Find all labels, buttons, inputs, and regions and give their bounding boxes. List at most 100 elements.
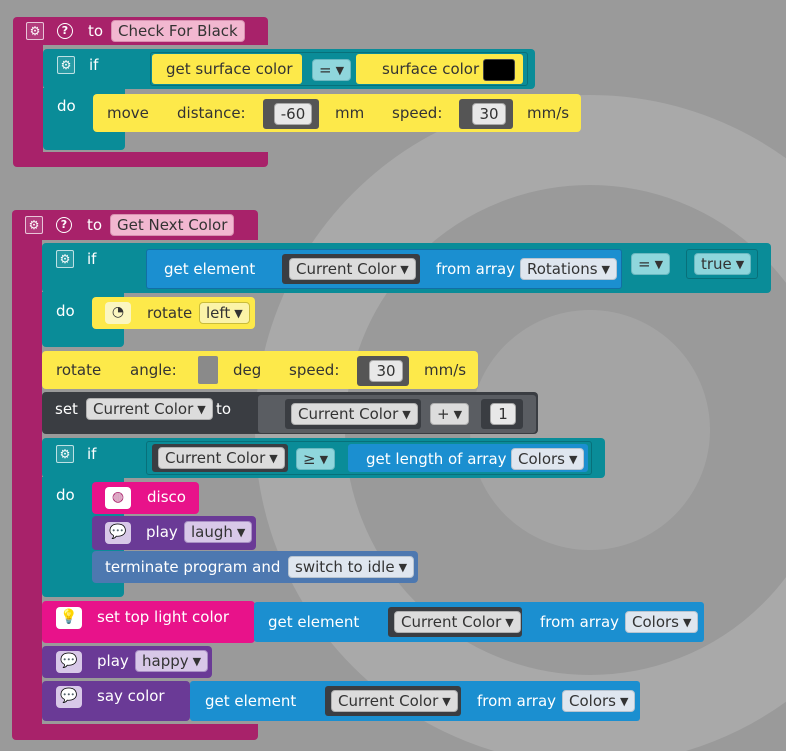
- do-label: do: [57, 97, 76, 115]
- if-label: if: [89, 56, 99, 74]
- speed-input[interactable]: 30: [369, 360, 403, 382]
- procedure-shell-bottom: [13, 152, 268, 167]
- variable-dropdown-current-color[interactable]: Current Color ▼: [394, 611, 521, 633]
- chevron-down-icon: ▼: [735, 258, 745, 271]
- distance-unit: mm: [335, 104, 365, 122]
- variable-dropdown-current-color[interactable]: Current Color ▼: [158, 447, 285, 469]
- speed-unit: mm/s: [424, 361, 467, 379]
- do-label: do: [56, 486, 75, 504]
- array-dropdown-colors[interactable]: Colors ▼: [511, 448, 585, 470]
- get-element-label: get element: [205, 692, 297, 710]
- distance-label: distance:: [177, 104, 246, 122]
- array-dropdown-colors[interactable]: Colors ▼: [625, 611, 699, 633]
- array-dropdown-colors[interactable]: Colors ▼: [562, 690, 636, 712]
- chevron-down-icon: ▼: [442, 695, 451, 708]
- get-element-label: get element: [268, 613, 360, 631]
- chevron-down-icon: ▼: [192, 655, 202, 668]
- if-label: if: [87, 250, 97, 268]
- speed-input[interactable]: 30: [472, 103, 506, 125]
- say-color-label: say color: [97, 687, 165, 705]
- procedure-shell-left: [12, 239, 42, 729]
- operator-dropdown[interactable]: = ▼: [631, 253, 671, 275]
- chevron-down-icon: ▼: [236, 526, 246, 539]
- speech-bubble-icon: 💬: [56, 651, 82, 673]
- gear-icon[interactable]: ⚙: [26, 22, 44, 40]
- chevron-down-icon: ▼: [400, 263, 409, 276]
- terminate-option-dropdown[interactable]: switch to idle ▼: [288, 556, 415, 578]
- move-label: move: [107, 104, 149, 122]
- procedure-shell-left: [13, 44, 43, 154]
- procedure-name-field[interactable]: Get Next Color: [110, 214, 235, 236]
- rotate-direction-dropdown[interactable]: left ▼: [199, 302, 250, 324]
- procedure-keyword: to: [87, 216, 103, 234]
- chevron-down-icon: ▼: [319, 453, 329, 466]
- chevron-down-icon: ▼: [619, 695, 629, 708]
- chevron-down-icon: ▼: [197, 403, 206, 416]
- gear-icon[interactable]: ⚙: [57, 56, 75, 74]
- operand-input[interactable]: 1: [490, 403, 516, 425]
- to-label: to: [216, 400, 232, 418]
- sound-dropdown-laugh[interactable]: laugh ▼: [184, 521, 253, 543]
- speech-bubble-icon: 💬: [56, 686, 82, 708]
- speed-label: speed:: [392, 104, 443, 122]
- from-array-label: from array: [540, 613, 620, 631]
- set-label: set: [55, 400, 78, 418]
- chevron-down-icon: ▼: [453, 408, 463, 421]
- if-label: if: [87, 445, 97, 463]
- do-label: do: [56, 302, 75, 320]
- chevron-down-icon: ▼: [568, 453, 578, 466]
- get-surface-color-label: get surface color: [166, 60, 293, 78]
- help-icon[interactable]: ?: [57, 23, 73, 39]
- procedure-keyword: to: [88, 22, 104, 40]
- disco-ball-icon: ◍: [105, 487, 131, 509]
- rotate-label: rotate: [56, 361, 102, 379]
- light-bulb-icon: 💡: [56, 607, 82, 629]
- variable-dropdown-current-color[interactable]: Current Color ▼: [291, 403, 418, 425]
- angle-unit: deg: [233, 361, 262, 379]
- color-swatch-black[interactable]: [483, 59, 515, 81]
- gear-icon[interactable]: ⚙: [56, 445, 74, 463]
- chevron-down-icon: ▼: [234, 307, 243, 320]
- rotate-icon: ◔: [105, 302, 131, 324]
- variable-dropdown-current-color[interactable]: Current Color ▼: [331, 690, 458, 712]
- variable-dropdown-current-color[interactable]: Current Color ▼: [289, 258, 416, 280]
- rotate-label: rotate: [147, 304, 193, 322]
- sound-dropdown-happy[interactable]: happy ▼: [135, 650, 209, 672]
- surface-color-label: surface color: [382, 60, 480, 78]
- get-element-label: get element: [164, 260, 256, 278]
- variable-dropdown-current-color[interactable]: Current Color ▼: [86, 398, 213, 420]
- procedure-shell-bottom: [12, 724, 258, 740]
- speech-bubble-icon: 💬: [105, 522, 131, 544]
- chevron-down-icon: ▼: [402, 408, 411, 421]
- distance-input[interactable]: -60: [274, 103, 312, 125]
- boolean-dropdown[interactable]: true ▼: [694, 253, 752, 275]
- get-length-label: get length of array: [366, 450, 507, 468]
- from-array-label: from array: [436, 260, 516, 278]
- from-array-label: from array: [477, 692, 557, 710]
- play-label: play: [146, 523, 178, 541]
- terminate-label: terminate program and: [105, 558, 281, 576]
- help-icon[interactable]: ?: [56, 217, 72, 233]
- chevron-down-icon: ▼: [601, 263, 611, 276]
- play-label: play: [97, 652, 129, 670]
- angle-empty-slot[interactable]: [198, 356, 218, 384]
- math-operator-dropdown[interactable]: + ▼: [430, 403, 470, 425]
- get-surface-color-block[interactable]: [152, 54, 302, 84]
- chevron-down-icon: ▼: [398, 561, 408, 574]
- speed-unit: mm/s: [527, 104, 570, 122]
- chevron-down-icon: ▼: [269, 452, 278, 465]
- array-dropdown-rotations[interactable]: Rotations ▼: [520, 258, 618, 280]
- gear-icon[interactable]: ⚙: [25, 216, 43, 234]
- operator-dropdown[interactable]: ≥ ▼: [296, 448, 336, 470]
- chevron-down-icon: ▼: [682, 616, 692, 629]
- chevron-down-icon: ▼: [654, 258, 664, 271]
- speed-label: speed:: [289, 361, 340, 379]
- angle-label: angle:: [130, 361, 177, 379]
- chevron-down-icon: ▼: [505, 616, 514, 629]
- set-top-light-label: set top light color: [97, 608, 229, 626]
- disco-label: disco: [147, 488, 186, 506]
- gear-icon[interactable]: ⚙: [56, 250, 74, 268]
- chevron-down-icon: ▼: [335, 64, 345, 77]
- procedure-name-field[interactable]: Check For Black: [111, 20, 245, 42]
- operator-dropdown[interactable]: = ▼: [312, 59, 352, 81]
